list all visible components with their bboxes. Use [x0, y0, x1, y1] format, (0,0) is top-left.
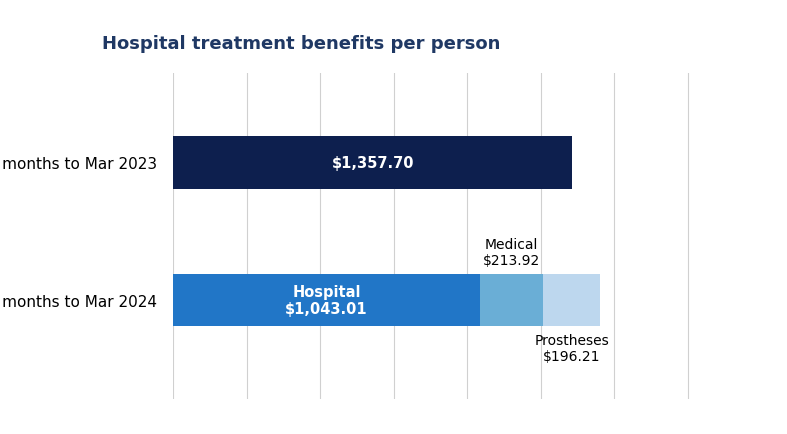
Bar	[173, 137, 572, 189]
Text: $1,357.70: $1,357.70	[331, 155, 414, 171]
Text: Medical
$213.92: Medical $213.92	[482, 237, 540, 267]
Bar	[543, 274, 600, 326]
Bar	[480, 274, 543, 326]
Bar	[173, 274, 480, 326]
Text: Hospital
$1,043.01: Hospital $1,043.01	[285, 284, 368, 316]
Text: Hospital treatment benefits per person: Hospital treatment benefits per person	[102, 35, 501, 53]
Text: Prostheses
$196.21: Prostheses $196.21	[534, 333, 609, 364]
